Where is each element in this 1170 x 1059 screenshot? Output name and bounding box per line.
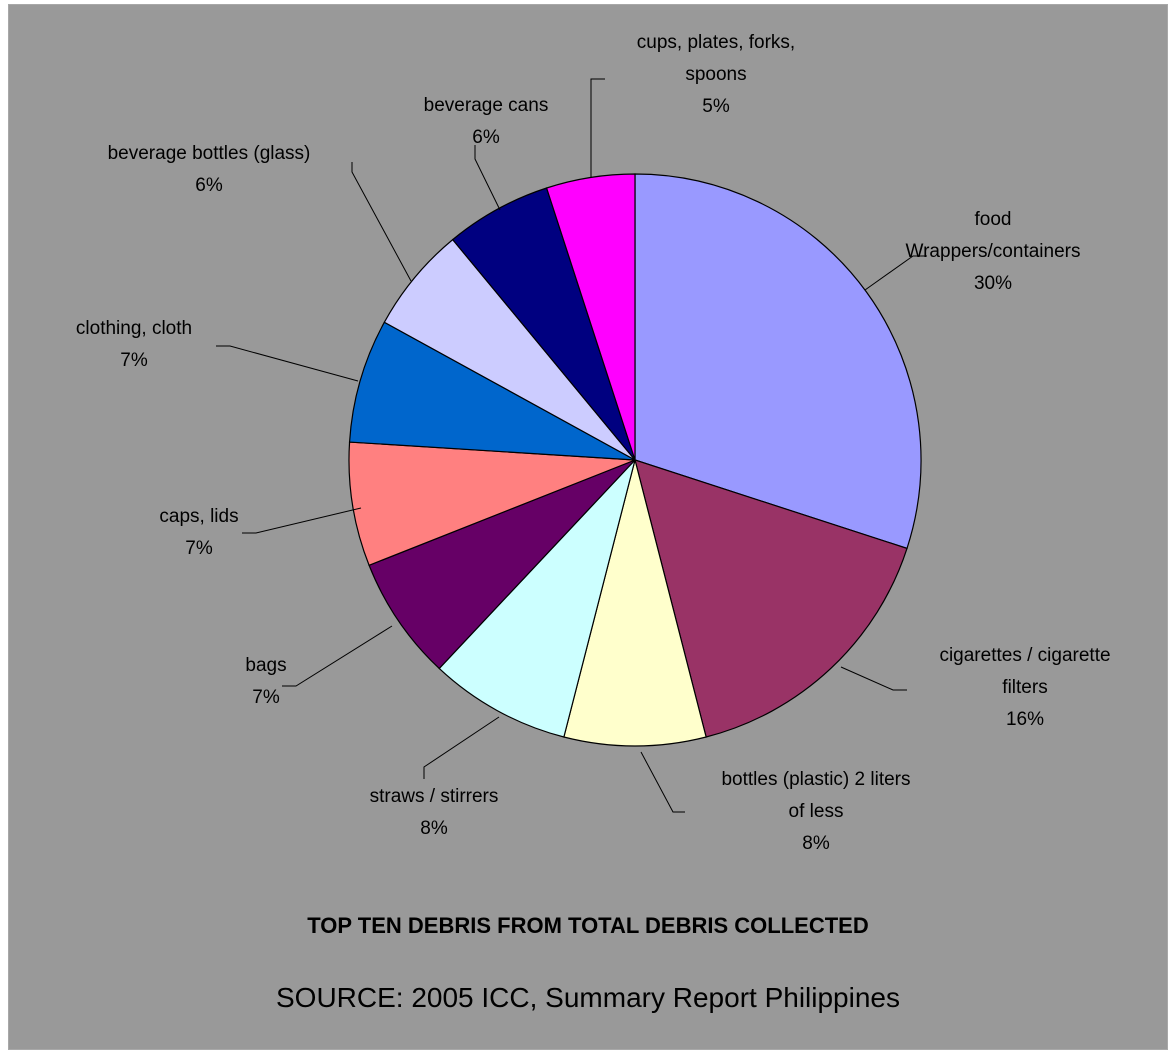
pie-slice — [634, 459, 908, 738]
slice-category-label: of less — [789, 801, 844, 822]
slice-percent-label: 6% — [195, 175, 223, 196]
slice-category-label: beverage cans — [424, 95, 549, 116]
chart-area: food Wrappers/containers 30% cigarettes / c… — [8, 4, 1168, 1050]
slice-percent-label: 8% — [802, 833, 830, 854]
leader-line — [351, 162, 412, 282]
leader-line — [864, 255, 927, 291]
leader-line — [840, 666, 907, 691]
slice-category-label: food — [975, 209, 1012, 230]
slice-percent-label: 7% — [120, 350, 148, 371]
slice-category-label: caps, lids — [159, 506, 238, 527]
pie-slice — [348, 441, 636, 567]
pie-slice — [438, 459, 636, 738]
leader-line — [423, 716, 500, 779]
leader-line — [590, 78, 605, 178]
leader-line — [216, 345, 359, 382]
slice-percent-label: 7% — [185, 538, 213, 559]
slice-percent-label: 7% — [252, 687, 280, 708]
slice-category-label: straws / stirrers — [370, 786, 499, 807]
slice-category-label: cups, plates, forks, — [637, 32, 795, 53]
slice-percent-label: 6% — [472, 127, 500, 148]
slice-category-label: bags — [245, 655, 286, 676]
slice-category-label: bottles (plastic) 2 liters — [721, 769, 910, 790]
leader-line — [474, 145, 501, 211]
slice-percent-label: 16% — [1006, 709, 1044, 730]
chart-title: TOP TEN DEBRIS FROM TOTAL DEBRIS COLLECT… — [307, 913, 869, 938]
slice-category-label: beverage bottles (glass) — [108, 143, 311, 164]
pie-slice — [545, 173, 636, 461]
pie-chart: food Wrappers/containers 30% cigarettes / c… — [76, 32, 1111, 854]
slice-category-label: cigarettes / cigarette — [939, 645, 1110, 666]
slice-category-label: clothing, cloth — [76, 318, 192, 339]
leader-line — [242, 507, 362, 534]
leader-line — [640, 751, 685, 813]
slice-percent-label: 30% — [974, 273, 1012, 294]
slice-percent-label: 5% — [702, 96, 730, 117]
leader-line — [282, 625, 393, 687]
pie-slice — [348, 321, 636, 461]
slice-category-label: filters — [1002, 677, 1047, 698]
slice-category-label: Wrappers/containers — [906, 241, 1081, 262]
slice-category-label: spoons — [685, 64, 746, 85]
chart-source-note: SOURCE: 2005 ICC, Summary Report Philipp… — [275, 982, 900, 1013]
pie-slice — [634, 173, 922, 550]
pie-slice — [563, 459, 707, 747]
slice-percent-label: 8% — [420, 818, 448, 839]
pie-slice — [368, 459, 636, 670]
